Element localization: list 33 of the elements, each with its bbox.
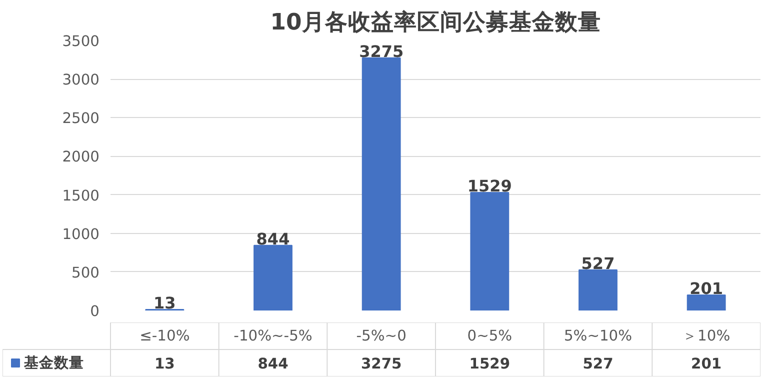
y-tick-label: 500 (72, 264, 100, 282)
category-label: -5%~0 (356, 328, 406, 344)
legend-label: 基金数量 (23, 354, 84, 372)
category-label: ≤-10% (140, 328, 190, 344)
data-label: 527 (581, 254, 615, 273)
y-tick-label: 1500 (62, 187, 100, 204)
data-label: 527 (582, 356, 614, 372)
y-tick-label: 3000 (62, 72, 100, 89)
data-label: 201 (690, 278, 724, 298)
data-label: 1529 (467, 176, 512, 196)
data-label: 1529 (469, 356, 510, 372)
y-tick-label: 2500 (62, 110, 100, 128)
y-tick-label: 2000 (62, 148, 100, 166)
y-tick-label: 1000 (62, 226, 100, 243)
bar (686, 294, 726, 310)
category-label: 5%~10% (564, 328, 632, 344)
category-label: -10%~-5% (234, 328, 312, 344)
category-label: 0~5% (467, 328, 512, 344)
bar (578, 269, 618, 310)
y-tick-label: 3500 (62, 33, 100, 50)
bar (470, 192, 510, 310)
bar (362, 57, 401, 310)
y-tick-label: 0 (90, 303, 100, 320)
data-label: 201 (691, 356, 722, 372)
bar (254, 244, 292, 310)
data-label: 844 (256, 229, 290, 248)
data-label: 13 (154, 356, 175, 372)
data-label: 3275 (359, 42, 404, 61)
data-label: 844 (258, 356, 288, 372)
chart-title: 10月各收益率区间公募基金数量 (270, 8, 601, 36)
data-label: 3275 (360, 356, 402, 372)
category-label: ＞10% (682, 328, 730, 344)
data-label: 13 (154, 293, 176, 312)
